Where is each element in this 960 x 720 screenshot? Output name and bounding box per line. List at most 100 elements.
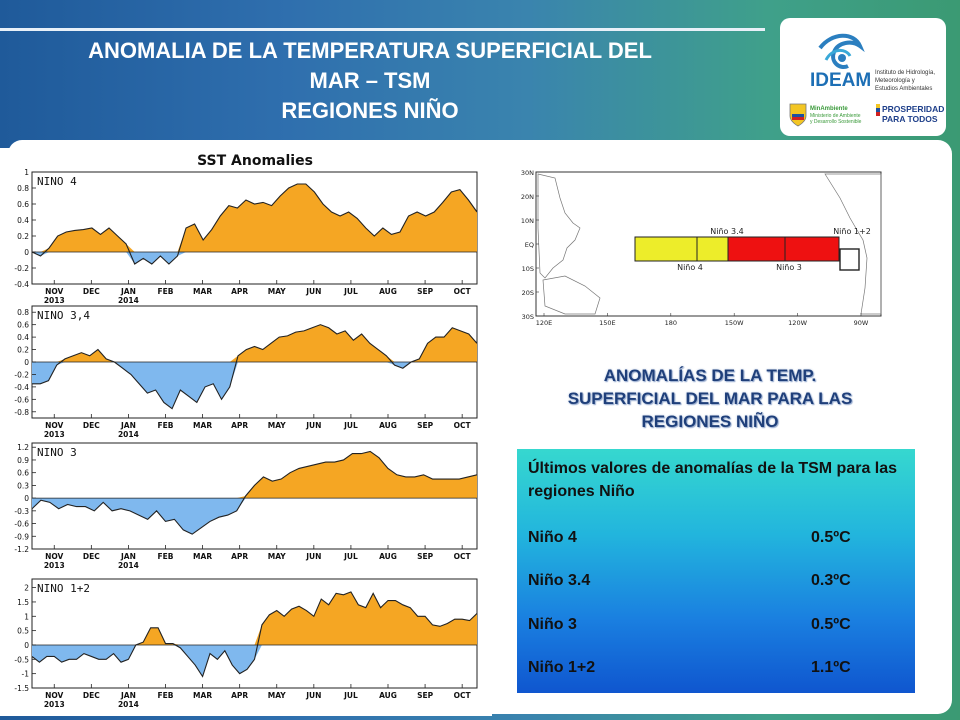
lat-label: 30S bbox=[522, 313, 534, 321]
heading-line-3: REGIONES NIÑO bbox=[641, 412, 779, 431]
x-tick-label: JAN bbox=[120, 287, 136, 296]
lat-label: 20N bbox=[521, 193, 534, 201]
institute-line-2: Meteorología y bbox=[875, 78, 915, 84]
asia-coastline bbox=[537, 173, 581, 279]
y-tick-label: 0.9 bbox=[17, 456, 29, 465]
y-tick-label: -0.3 bbox=[14, 507, 29, 516]
ideam-wordmark: IDEAM bbox=[810, 70, 871, 91]
region-label-nino3: Niño 3 bbox=[528, 616, 577, 633]
x-tick-label: SEP bbox=[417, 552, 434, 561]
ministry-line-1: MinAmbiente bbox=[810, 106, 848, 112]
y-tick-label: 1 bbox=[24, 168, 29, 177]
x-tick-label: AUG bbox=[379, 421, 397, 430]
y-tick-label: 0 bbox=[24, 358, 29, 367]
x-tick-label: JUL bbox=[343, 691, 358, 700]
lat-label: 20S bbox=[522, 289, 534, 297]
lat-label: 10S bbox=[522, 265, 534, 273]
y-tick-label: -1.5 bbox=[14, 684, 29, 693]
x-tick-year: 2013 bbox=[44, 296, 65, 305]
title-line-3: REGIONES NIÑO bbox=[281, 98, 459, 123]
y-tick-label: 1.2 bbox=[17, 443, 29, 452]
x-tick-label: MAY bbox=[268, 421, 287, 430]
y-tick-label: -0.6 bbox=[14, 395, 29, 404]
series-label: NINO 4 bbox=[37, 175, 77, 188]
y-tick-label: 0.8 bbox=[17, 308, 29, 317]
x-tick-label: OCT bbox=[454, 287, 472, 296]
x-tick-label: AUG bbox=[379, 691, 397, 700]
americas-coastline bbox=[824, 173, 882, 315]
anomaly-line bbox=[32, 324, 478, 410]
series-label: NINO 1+2 bbox=[37, 582, 90, 595]
region-nino34-east bbox=[727, 236, 786, 262]
x-tick-label: DEC bbox=[83, 421, 100, 430]
region-value-nino34: 0.3ºC bbox=[811, 572, 851, 589]
x-tick-label: MAR bbox=[193, 691, 212, 700]
region-nino4 bbox=[634, 236, 698, 262]
x-tick-year: 2013 bbox=[44, 561, 65, 570]
x-tick-label: DEC bbox=[83, 287, 100, 296]
lat-label: 30N bbox=[521, 169, 534, 177]
x-tick-label: NOV bbox=[45, 691, 63, 700]
heading-line-1: ANOMALÍAS DE LA TEMP. bbox=[603, 366, 817, 385]
x-tick-label: APR bbox=[231, 287, 248, 296]
x-tick-label: OCT bbox=[454, 552, 472, 561]
x-tick-label: MAR bbox=[193, 552, 212, 561]
lon-label: 180 bbox=[665, 319, 677, 327]
ministry-line-2: Ministerio de Ambiente bbox=[810, 113, 861, 119]
x-tick-label: JUN bbox=[305, 287, 321, 296]
prosperidad-flag-icon bbox=[876, 104, 880, 116]
label-nino4: Niño 4 bbox=[677, 263, 703, 272]
x-tick-label: MAR bbox=[193, 287, 212, 296]
lon-label: 150W bbox=[725, 319, 744, 327]
negative-anomaly-area bbox=[32, 252, 477, 264]
title-line-2: MAR – TSM bbox=[309, 68, 431, 93]
lon-label: 150E bbox=[599, 319, 616, 327]
lat-label: 10N bbox=[521, 217, 534, 225]
positive-anomaly-area bbox=[32, 184, 477, 252]
x-tick-label: OCT bbox=[454, 421, 472, 430]
negative-anomaly-area bbox=[32, 644, 477, 677]
label-nino34: Niño 3.4 bbox=[710, 227, 743, 236]
x-tick-label: JAN bbox=[120, 552, 136, 561]
y-tick-label: -0.2 bbox=[14, 370, 29, 379]
y-tick-label: 0.8 bbox=[17, 184, 29, 193]
x-tick-label: JUN bbox=[305, 421, 321, 430]
x-tick-label: SEP bbox=[417, 421, 434, 430]
x-tick-label: FEB bbox=[158, 691, 174, 700]
y-tick-label: 0.6 bbox=[17, 469, 29, 478]
region-nino12 bbox=[839, 248, 860, 271]
x-tick-label: NOV bbox=[45, 287, 63, 296]
y-tick-label: 0 bbox=[24, 494, 29, 503]
y-tick-label: -0.5 bbox=[14, 655, 29, 664]
ministry-line-3: y Desarrollo Sostenible bbox=[810, 119, 862, 125]
negative-anomaly-area bbox=[32, 362, 477, 409]
institute-line-1: Instituto de Hidrología, bbox=[875, 70, 935, 76]
ideam-swirl-icon bbox=[818, 33, 865, 69]
y-tick-label: -1 bbox=[22, 670, 30, 679]
x-tick-label: APR bbox=[231, 421, 248, 430]
series-label: NINO 3,4 bbox=[37, 309, 90, 322]
x-tick-label: AUG bbox=[379, 287, 397, 296]
prosperidad-line-1: PROSPERIDAD bbox=[882, 104, 944, 114]
region-label-nino4: Niño 4 bbox=[528, 529, 577, 546]
anomaly-line bbox=[31, 183, 478, 265]
y-tick-label: -0.6 bbox=[14, 520, 29, 529]
x-tick-label: JUN bbox=[305, 691, 321, 700]
x-tick-label: APR bbox=[231, 552, 248, 561]
y-tick-label: 0 bbox=[24, 641, 29, 650]
positive-anomaly-area bbox=[32, 324, 477, 362]
x-tick-label: SEP bbox=[417, 287, 434, 296]
positive-anomaly-area bbox=[32, 451, 477, 499]
region-value-nino4: 0.5ºC bbox=[811, 529, 851, 546]
region-nino34-west bbox=[696, 236, 729, 262]
x-tick-label: JAN bbox=[120, 691, 136, 700]
latest-values-box: Últimos valores de anomalías de la TSM p… bbox=[517, 449, 915, 693]
page-title: ANOMALIA DE LA TEMPERATURA SUPERFICIAL D… bbox=[20, 36, 720, 126]
logo-panel: IDEAM Instituto de Hidrología, Meteorolo… bbox=[780, 18, 946, 136]
lon-label: 120W bbox=[788, 319, 807, 327]
y-tick-label: 0.6 bbox=[17, 200, 29, 209]
y-tick-label: 0 bbox=[24, 248, 29, 257]
x-tick-year: 2013 bbox=[44, 700, 65, 709]
region-value-nino12: 1.1ºC bbox=[811, 659, 851, 676]
region-value-nino3: 0.5ºC bbox=[811, 616, 851, 633]
